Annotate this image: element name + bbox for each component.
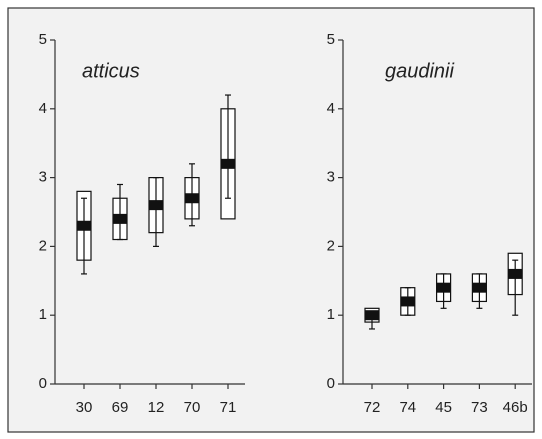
frame <box>7 7 535 433</box>
x-tick-label: 45 <box>435 399 452 416</box>
y-tick-label: 0 <box>39 375 47 392</box>
y-tick-label: 1 <box>327 306 335 323</box>
mean-marker <box>221 158 235 169</box>
mean-marker <box>77 220 91 231</box>
mean-marker <box>508 268 523 279</box>
y-tick-label: 2 <box>327 237 335 254</box>
y-tick-label: 3 <box>327 169 335 186</box>
y-tick-label: 5 <box>39 31 47 48</box>
y-tick-label: 5 <box>327 31 335 48</box>
x-tick-label: 46b <box>503 399 528 416</box>
mean-marker <box>400 296 415 307</box>
mean-marker <box>149 200 163 211</box>
y-tick-label: 3 <box>39 169 47 186</box>
panel-title: atticus <box>82 60 140 82</box>
y-tick-label: 1 <box>39 306 47 323</box>
mean-marker <box>436 282 451 293</box>
mean-marker <box>185 193 199 204</box>
mean-marker <box>365 310 379 321</box>
mean-marker <box>113 213 127 224</box>
x-tick-label: 73 <box>471 399 488 416</box>
y-tick-label: 2 <box>39 237 47 254</box>
y-tick-label: 4 <box>39 100 47 117</box>
x-tick-label: 69 <box>112 399 129 416</box>
x-tick-label: 72 <box>364 399 381 416</box>
x-tick-label: 70 <box>184 399 201 416</box>
x-tick-label: 71 <box>220 399 237 416</box>
x-tick-label: 30 <box>76 399 93 416</box>
y-tick-label: 4 <box>327 100 335 117</box>
y-tick-label: 0 <box>327 375 335 392</box>
mean-marker <box>472 282 487 293</box>
panel-title: gaudinii <box>385 60 455 82</box>
x-tick-label: 74 <box>399 399 416 416</box>
x-tick-label: 12 <box>148 399 165 416</box>
